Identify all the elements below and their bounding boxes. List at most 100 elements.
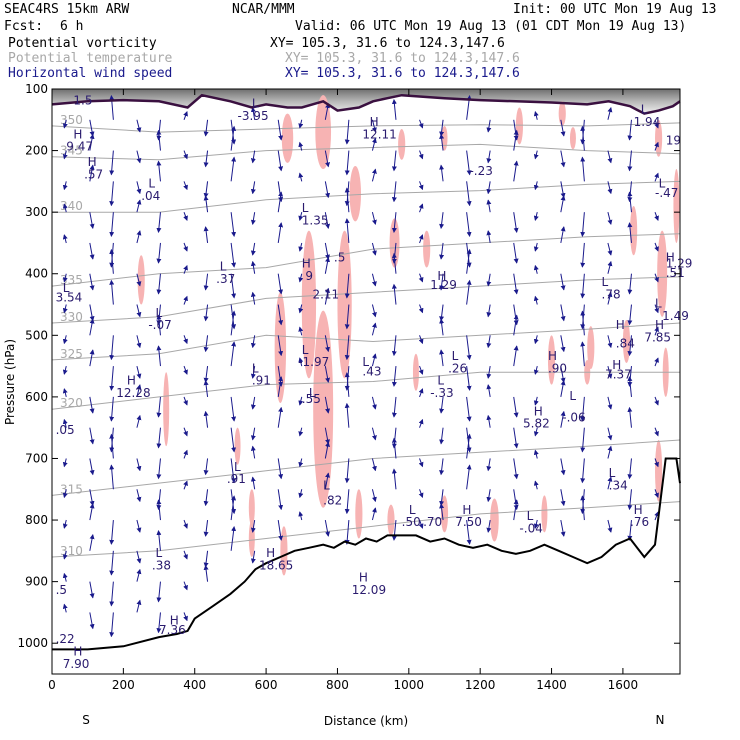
wind-arrow: [627, 191, 633, 213]
x-tick-label: 600: [255, 678, 278, 692]
extremum-label: .51: [666, 266, 685, 280]
wind-arrow: [439, 318, 445, 336]
wind-arrow: [391, 396, 397, 418]
wind-arrow: [391, 212, 397, 233]
extremum-label: .5: [56, 583, 67, 597]
wind-arrow: [250, 291, 256, 305]
wind-arrow: [486, 181, 492, 195]
wind-arrow: [418, 388, 424, 398]
wind-arrow: [62, 335, 68, 345]
wind-arrow: [513, 396, 519, 418]
wind-arrow: [654, 141, 659, 151]
extremum-label: H: [655, 318, 664, 332]
wind-arrow: [62, 519, 68, 529]
pv-region: [349, 165, 362, 222]
wind-arrow: [136, 568, 142, 582]
wind-arrow: [230, 156, 237, 182]
extremum-label: L: [659, 177, 666, 191]
wind-arrow: [486, 150, 492, 164]
wind-arrow: [324, 335, 331, 353]
wind-arrow: [486, 384, 492, 397]
wind-arrow: [156, 581, 162, 603]
extremum-label: 2.11: [312, 287, 339, 301]
wind-arrow: [627, 520, 633, 541]
pv-region: [423, 230, 431, 268]
wind-arrow: [486, 335, 492, 349]
wind-arrow: [136, 199, 142, 213]
extremum-label: H: [548, 349, 557, 363]
extremum-label: .90: [548, 361, 567, 375]
wind-arrow: [136, 458, 142, 472]
wind-arrow: [230, 212, 237, 237]
extremum-label: -.23: [469, 164, 492, 178]
pv-region: [412, 353, 419, 391]
wind-arrow: [391, 520, 397, 541]
wind-arrow: [62, 550, 68, 560]
wind-arrow: [627, 222, 633, 243]
extremum-label: H: [88, 155, 97, 169]
wind-arrow: [466, 366, 472, 391]
wind-arrow: [418, 365, 424, 375]
wind-arrow: [533, 110, 539, 120]
wind-arrow: [486, 366, 492, 379]
wind-arrow: [109, 242, 115, 268]
wind-arrow: [136, 519, 142, 533]
wind-arrow: [324, 519, 331, 537]
y-axis-label: Pressure (hPa): [3, 339, 17, 425]
wind-arrow: [136, 414, 142, 428]
wind-arrow: [627, 150, 633, 172]
field-name-theta: Potential temperature: [8, 51, 173, 66]
wind-arrow: [298, 141, 304, 151]
theta-contour-315: [51, 439, 681, 496]
wind-arrow: [136, 384, 142, 398]
extremum-label: 12.09: [352, 583, 386, 597]
wind-arrow: [439, 273, 445, 291]
wind-arrow: [418, 181, 424, 191]
wind-arrow: [391, 366, 397, 387]
wind-arrow: [298, 396, 304, 406]
extremum-label: L: [641, 103, 648, 117]
extremum-label: 7.37: [605, 367, 632, 381]
field-xy-theta: XY= 105.3, 31.6 to 124.3,147.6: [285, 51, 520, 66]
wind-arrow: [344, 187, 350, 213]
wind-arrow: [466, 242, 472, 268]
wind-arrow: [156, 273, 162, 295]
wind-arrow: [250, 396, 256, 410]
wind-arrow: [486, 304, 492, 318]
pv-region: [234, 427, 241, 465]
wind-arrow: [466, 212, 472, 237]
extremum-label: L: [323, 478, 330, 492]
tropopause-line: [51, 93, 681, 115]
wind-arrow: [466, 181, 472, 207]
wind-arrow: [533, 181, 539, 191]
wind-arrow: [250, 519, 256, 533]
wind-arrow: [109, 581, 115, 607]
wind-arrow: [533, 449, 539, 459]
extremum-label: 19: [666, 133, 681, 147]
wind-arrow: [439, 427, 445, 445]
wind-arrow: [654, 458, 659, 468]
wind-arrow: [277, 376, 284, 397]
theta-label-350: 350: [60, 113, 83, 127]
wind-arrow: [654, 511, 659, 521]
wind-arrow: [136, 150, 142, 164]
wind-arrow: [418, 119, 424, 129]
extremum-label: .34: [609, 478, 628, 492]
extremum-label: H: [127, 374, 136, 388]
extremum-label: .05: [56, 423, 75, 437]
wind-arrow: [344, 273, 350, 299]
wind-arrow: [533, 365, 539, 375]
wind-arrow: [136, 181, 142, 195]
extremum-label: 1.94: [634, 115, 661, 129]
forecast-value: 6 h: [60, 19, 84, 34]
extremum-label: L: [252, 361, 259, 375]
extremum-label: .55: [302, 392, 321, 406]
wind-arrow: [533, 335, 539, 345]
extremum-label: L: [234, 460, 241, 474]
pv-filled-regions: [137, 95, 680, 576]
wind-arrow: [391, 437, 397, 459]
wind-arrow: [654, 172, 659, 182]
wind-arrow: [183, 480, 188, 490]
wind-arrow: [203, 150, 209, 168]
